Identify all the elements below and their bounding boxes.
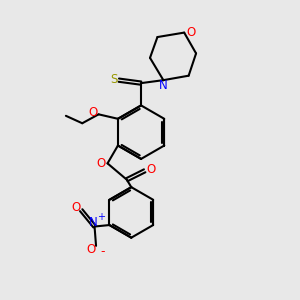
Text: S: S xyxy=(110,73,117,86)
Text: O: O xyxy=(86,243,95,256)
Text: O: O xyxy=(186,26,195,39)
Text: +: + xyxy=(97,212,105,222)
Text: O: O xyxy=(71,201,80,214)
Text: O: O xyxy=(146,163,155,176)
Text: N: N xyxy=(159,79,168,92)
Text: N: N xyxy=(89,217,98,230)
Text: O: O xyxy=(96,157,106,170)
Text: -: - xyxy=(100,245,105,258)
Text: O: O xyxy=(88,106,98,119)
